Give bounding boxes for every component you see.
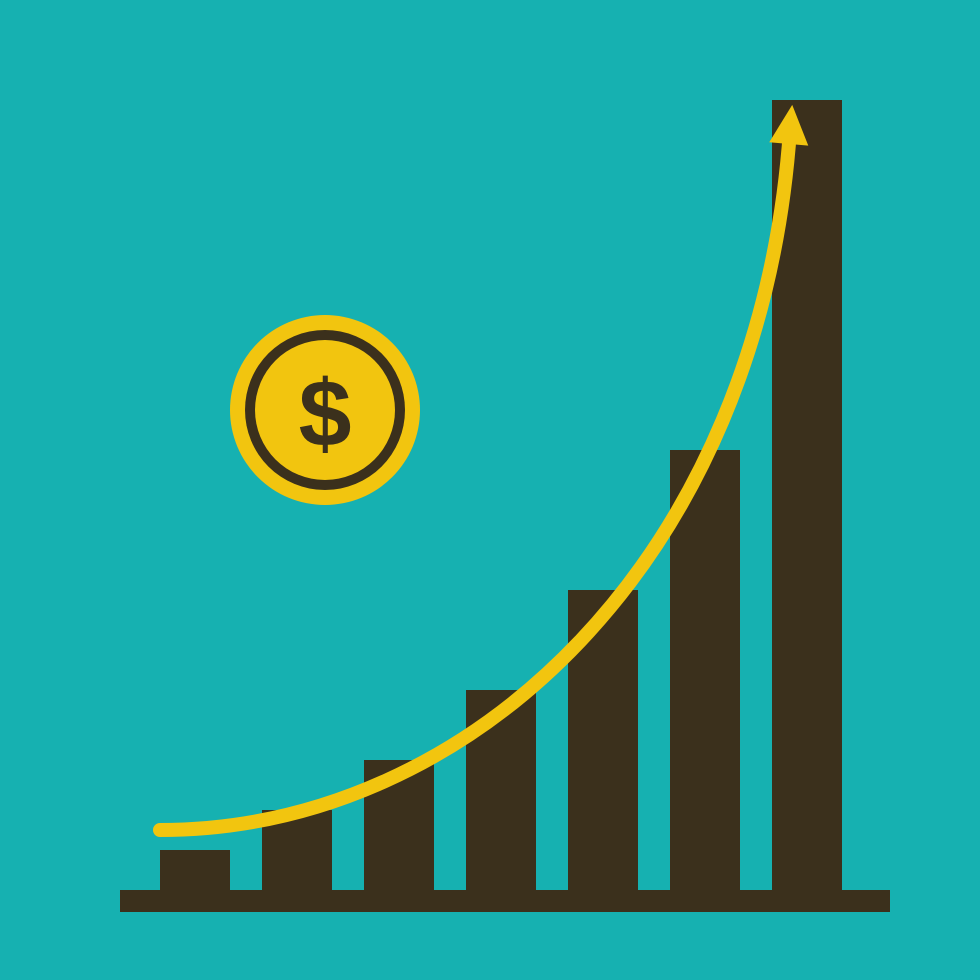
infographic-svg: $ bbox=[0, 0, 980, 980]
dollar-coin-icon: $ bbox=[230, 315, 420, 505]
dollar-sign: $ bbox=[299, 361, 352, 467]
bar-1 bbox=[160, 850, 230, 890]
growth-infographic: $ bbox=[0, 0, 980, 980]
chart-baseline bbox=[120, 890, 890, 912]
